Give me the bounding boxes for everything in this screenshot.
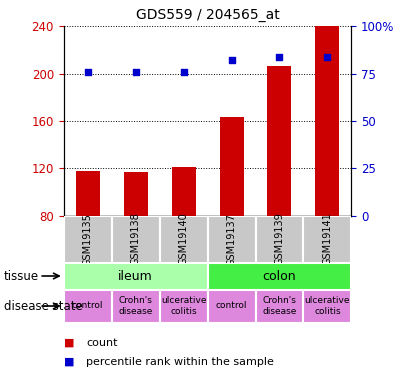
Bar [208, 216, 256, 262]
Bar [64, 290, 112, 322]
Bar [268, 66, 291, 216]
Bar [219, 117, 243, 216]
Point [132, 69, 139, 75]
Bar [303, 216, 351, 262]
Bar [124, 172, 148, 216]
Bar [256, 216, 303, 262]
Text: GSM19135: GSM19135 [83, 213, 92, 266]
Text: ulcerative
colitis: ulcerative colitis [305, 296, 350, 316]
Text: GSM19138: GSM19138 [131, 213, 141, 266]
Text: GSM19140: GSM19140 [179, 213, 189, 266]
Bar [112, 290, 159, 322]
Text: ileum: ileum [118, 270, 153, 282]
Title: GDS559 / 204565_at: GDS559 / 204565_at [136, 9, 279, 22]
Text: control: control [72, 302, 104, 310]
Bar [64, 262, 208, 290]
Text: colon: colon [263, 270, 296, 282]
Text: disease state: disease state [4, 300, 83, 312]
Text: percentile rank within the sample: percentile rank within the sample [86, 357, 274, 367]
Text: GSM19137: GSM19137 [226, 213, 236, 266]
Point [276, 54, 283, 60]
Bar [208, 290, 256, 322]
Point [324, 54, 331, 60]
Text: ulcerative
colitis: ulcerative colitis [161, 296, 206, 316]
Text: GSM19139: GSM19139 [275, 213, 284, 266]
Bar [159, 290, 208, 322]
Text: tissue: tissue [4, 270, 39, 282]
Text: GSM19141: GSM19141 [323, 213, 332, 266]
Text: ■: ■ [64, 357, 74, 367]
Point [228, 57, 235, 63]
Point [84, 69, 91, 75]
Text: count: count [86, 338, 118, 348]
Bar [112, 216, 159, 262]
Text: Crohn's
disease: Crohn's disease [262, 296, 297, 316]
Bar [208, 262, 351, 290]
Bar [159, 216, 208, 262]
Bar [303, 290, 351, 322]
Bar [256, 290, 303, 322]
Bar [315, 26, 339, 216]
Text: ■: ■ [64, 338, 74, 348]
Bar [172, 167, 196, 216]
Bar [76, 171, 100, 216]
Point [180, 69, 187, 75]
Bar [64, 216, 112, 262]
Text: Crohn's
disease: Crohn's disease [118, 296, 153, 316]
Text: control: control [216, 302, 247, 310]
